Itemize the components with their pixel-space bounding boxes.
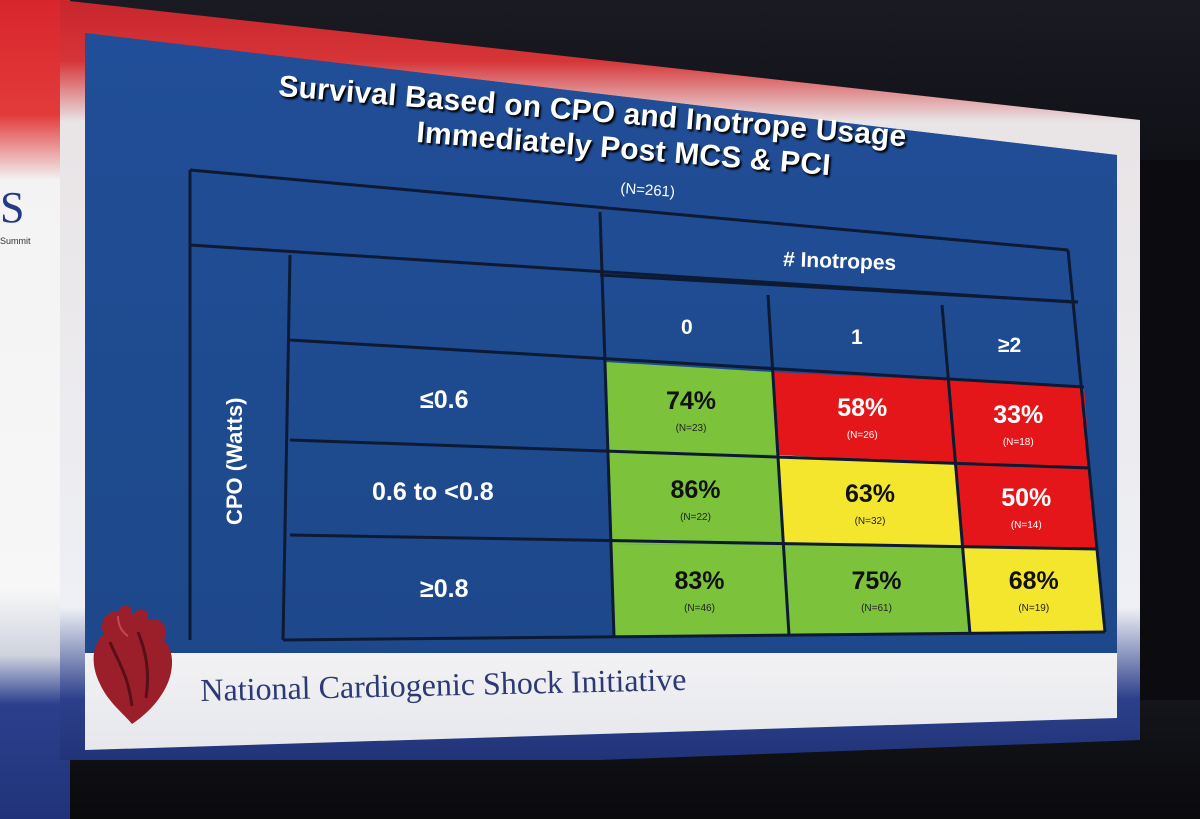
banner-brand-sub: Summit — [0, 236, 31, 246]
survival-cell-bg — [955, 464, 1097, 549]
grid-line — [940, 304, 972, 635]
sample-size: (N=19) — [1018, 603, 1050, 615]
banner-brand-letter: S — [0, 183, 25, 232]
survival-cell-bg — [611, 544, 789, 636]
grid-line — [766, 294, 791, 636]
survival-percent: 63% — [844, 479, 896, 508]
column-header-0: 0 — [681, 316, 693, 339]
sample-size: (N=32) — [854, 515, 886, 527]
sample-size: (N=14) — [1010, 519, 1042, 531]
sample-size: (N=18) — [1002, 437, 1034, 449]
survival-percent: 83% — [674, 566, 725, 595]
grid-line — [289, 338, 1085, 389]
row-label-2: ≥0.8 — [420, 575, 469, 603]
survival-cell-bg — [778, 455, 963, 548]
survival-cell: 63% (N=32) — [810, 467, 930, 539]
column-header-2: ≥2 — [998, 334, 1022, 357]
survival-cell: 50% (N=14) — [966, 471, 1086, 543]
survival-cell-bg — [784, 545, 970, 635]
column-header-1: 1 — [851, 326, 863, 349]
grid-line — [1066, 249, 1107, 633]
survival-percent: 75% — [851, 567, 902, 595]
grid-line — [599, 273, 1079, 304]
survival-cell-bg — [609, 452, 784, 545]
survival-cell: 33% (N=18) — [958, 389, 1078, 461]
survival-percent: 68% — [1008, 567, 1059, 596]
grid-line — [281, 254, 292, 641]
sample-size: (N=23) — [675, 422, 707, 434]
survival-cell-bg — [944, 380, 1090, 468]
survival-percent: 86% — [670, 475, 721, 504]
row-label-0: ≤0.6 — [420, 386, 469, 414]
survival-cell: 86% (N=22) — [636, 463, 756, 535]
row-axis-label: CPO (Watts) — [222, 397, 247, 525]
sample-size: (N=22) — [680, 511, 711, 523]
survival-cell: 58% (N=26) — [802, 382, 922, 454]
survival-cell-bg — [963, 548, 1105, 634]
survival-cell: 68% (N=19) — [974, 555, 1094, 627]
survival-cell: 74% (N=23) — [631, 374, 751, 446]
side-banner: S Summit — [0, 0, 70, 819]
survival-cell: 83% (N=46) — [640, 554, 760, 626]
column-group-header: # Inotropes — [782, 248, 897, 275]
heart-icon — [93, 605, 173, 724]
row-label-1: 0.6 to <0.8 — [372, 478, 494, 506]
grid-line — [598, 211, 616, 637]
sample-size: (N=61) — [861, 603, 892, 614]
survival-percent: 50% — [1001, 483, 1052, 512]
survival-cell: 75% (N=61) — [817, 555, 937, 627]
survival-cell-bg — [772, 372, 955, 464]
survival-percent: 58% — [837, 394, 888, 423]
survival-percent: 74% — [665, 386, 717, 415]
sample-size: (N=26) — [846, 430, 878, 442]
grid-line — [189, 168, 1069, 252]
sample-size: (N=46) — [684, 602, 715, 614]
grid-line — [282, 630, 1106, 642]
survival-percent: 33% — [993, 401, 1044, 430]
survival-cell-bg — [605, 362, 778, 455]
